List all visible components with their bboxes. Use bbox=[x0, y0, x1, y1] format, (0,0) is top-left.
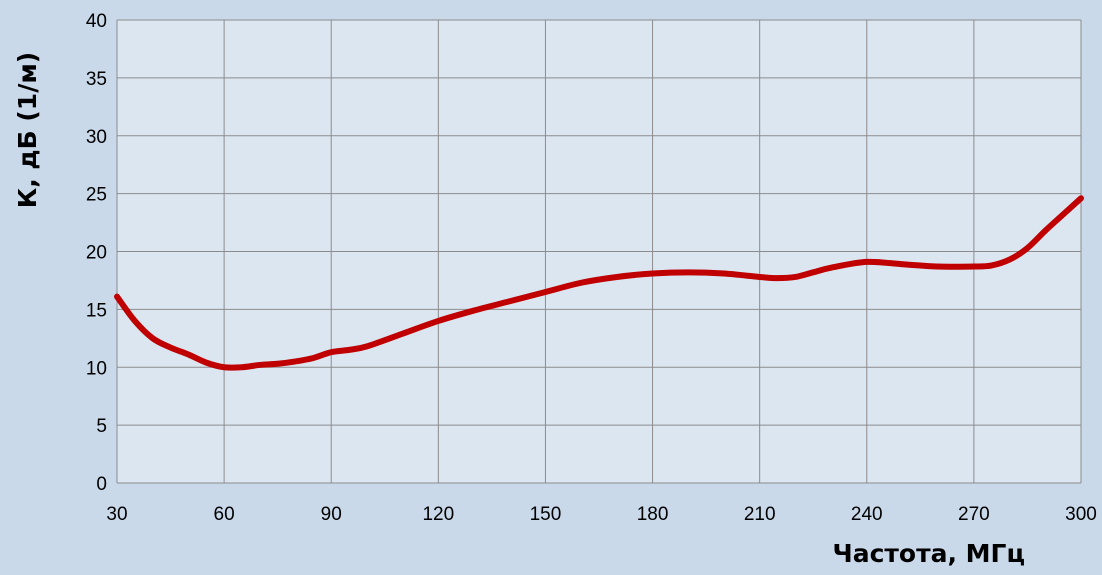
x-tick-label: 210 bbox=[744, 504, 776, 525]
y-tick-label: 20 bbox=[86, 243, 107, 264]
y-tick-label: 0 bbox=[96, 474, 107, 495]
y-tick-label: 10 bbox=[86, 358, 107, 379]
y-tick-label: 25 bbox=[86, 185, 107, 206]
gridlines bbox=[116, 19, 1082, 484]
x-tick-label: 60 bbox=[214, 504, 235, 525]
y-axis-ticks: 0 5 10 15 20 25 30 35 40 bbox=[86, 11, 107, 495]
y-tick-label: 5 bbox=[96, 416, 107, 437]
x-tick-label: 180 bbox=[637, 504, 669, 525]
y-tick-label: 15 bbox=[86, 300, 107, 321]
x-tick-label: 120 bbox=[422, 504, 454, 525]
series-line bbox=[114, 195, 1084, 371]
y-tick-label: 40 bbox=[86, 11, 107, 32]
series-layer bbox=[114, 195, 1084, 371]
y-tick-label: 35 bbox=[86, 69, 107, 90]
x-tick-label: 300 bbox=[1065, 504, 1097, 525]
x-axis-ticks: 30 60 90 120 150 180 210 240 270 300 bbox=[106, 504, 1096, 525]
y-axis-title: К, дБ (1/м) bbox=[13, 52, 42, 208]
x-tick-label: 270 bbox=[958, 504, 990, 525]
x-axis-title: Частота, МГц bbox=[833, 539, 1025, 568]
x-tick-label: 30 bbox=[106, 504, 127, 525]
x-tick-label: 90 bbox=[321, 504, 342, 525]
x-tick-label: 150 bbox=[530, 504, 562, 525]
x-tick-label: 240 bbox=[851, 504, 883, 525]
y-tick-label: 30 bbox=[86, 127, 107, 148]
